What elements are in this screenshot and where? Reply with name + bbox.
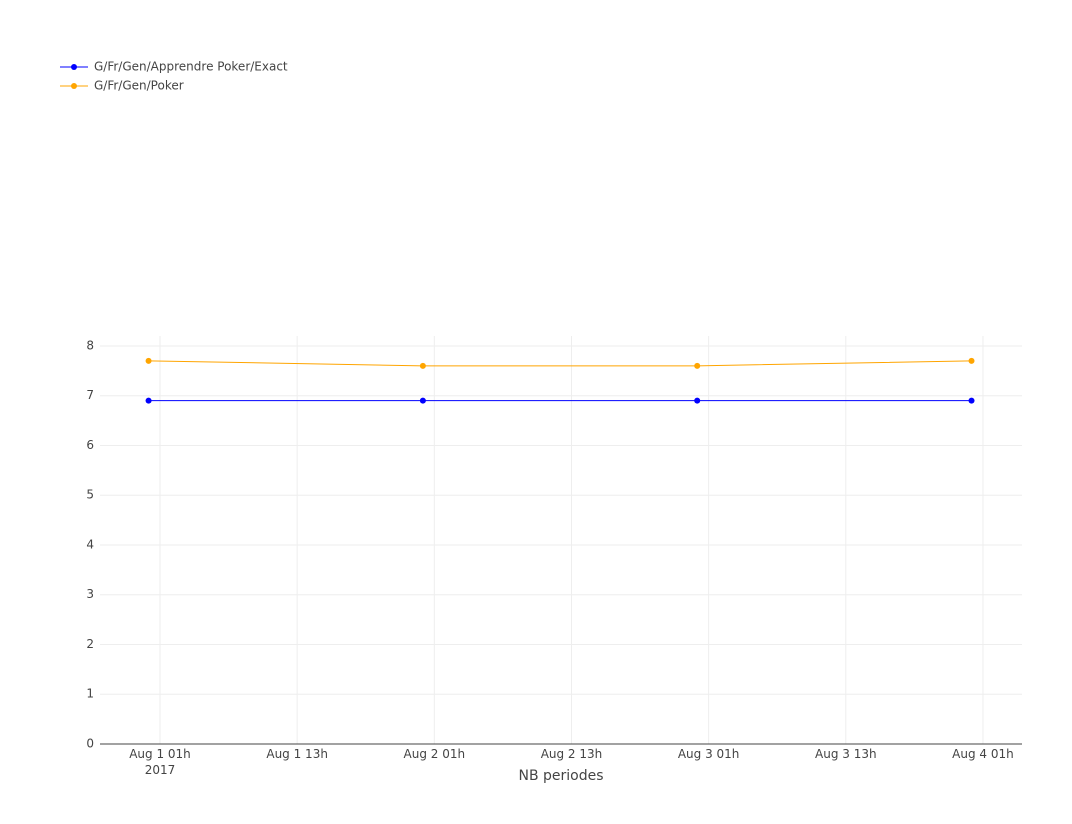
point (419, 362, 426, 369)
y-tick-label: 3 (86, 587, 94, 601)
legend-label: G/Fr/Gen/Apprendre Poker/Exact (94, 60, 288, 74)
x-tick-label: Aug 3 13h (815, 747, 877, 761)
x-tick-label: Aug 2 01h (404, 747, 466, 761)
y-tick-label: 4 (86, 537, 94, 551)
point (694, 362, 701, 369)
point (419, 397, 426, 404)
x-axis-title: NB periodes (518, 768, 603, 784)
legend-marker (71, 64, 77, 70)
y-tick-label: 1 (86, 687, 94, 701)
series-line (148, 360, 972, 367)
point (694, 397, 701, 404)
y-tick-label: 7 (86, 388, 94, 402)
x-tick-label: Aug 1 13h (266, 747, 328, 761)
y-tick-label: 5 (86, 488, 94, 502)
y-tick-label: 6 (86, 438, 94, 452)
x-tick-label: Aug 2 13h (541, 747, 603, 761)
point (145, 357, 152, 364)
x-tick-label: Aug 1 01h 2017 (129, 747, 191, 777)
point (968, 397, 975, 404)
x-tick-label: Aug 4 01h (952, 747, 1014, 761)
legend-marker (71, 83, 77, 89)
x-tick-label: Aug 3 01h (678, 747, 740, 761)
y-tick-label: 2 (86, 637, 94, 651)
y-tick-label: 8 (86, 338, 94, 352)
point (968, 357, 975, 364)
legend-label: G/Fr/Gen/Poker (94, 79, 184, 93)
point (145, 397, 152, 404)
y-tick-label: 0 (86, 737, 94, 751)
